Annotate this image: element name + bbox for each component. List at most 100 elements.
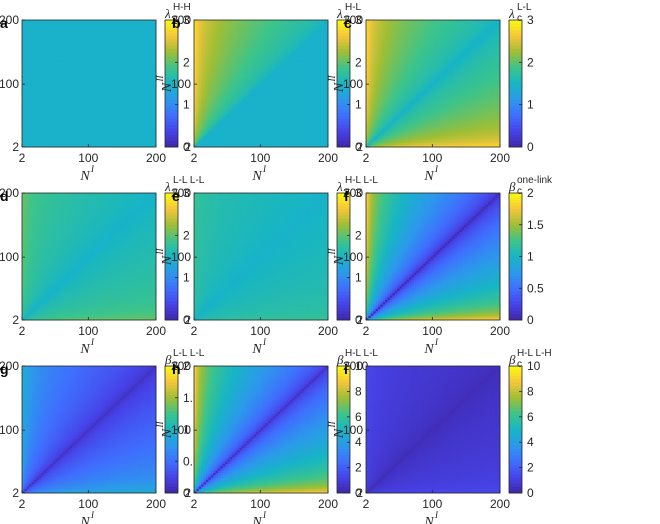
heatmap-cell <box>86 40 90 44</box>
heatmap-cell <box>225 124 228 127</box>
heatmap-cell <box>100 67 104 71</box>
heatmap-cell <box>33 131 37 134</box>
heatmap-cell <box>249 67 252 71</box>
heatmap-cell <box>134 101 138 105</box>
heatmap-cell <box>222 54 226 57</box>
heatmap-cell <box>84 58 87 62</box>
heatmap-cell <box>268 33 271 37</box>
heatmap-cell <box>251 92 255 96</box>
heatmap-cell <box>148 108 152 112</box>
heatmap-cell <box>256 56 259 59</box>
heatmap-cell <box>265 90 269 93</box>
heatmap-cell <box>43 54 47 57</box>
heatmap-cell <box>84 42 87 46</box>
heatmap-cell <box>234 83 238 87</box>
heatmap-cell <box>232 72 236 75</box>
heatmap-cell <box>136 110 140 114</box>
heatmap-cell <box>220 97 224 100</box>
heatmap-cell <box>105 60 109 64</box>
heatmap-cell <box>62 47 66 50</box>
heatmap-cell <box>229 40 233 44</box>
heatmap-cell <box>246 60 250 64</box>
heatmap-cell <box>53 110 56 114</box>
heatmap-cell <box>144 135 147 139</box>
heatmap-cell <box>213 33 216 37</box>
heatmap-cell <box>65 117 68 121</box>
heatmap-cell <box>217 88 221 91</box>
heatmap-cell <box>72 24 76 28</box>
heatmap-cell <box>108 42 111 46</box>
heatmap-cell <box>220 137 224 141</box>
heatmap-cell <box>265 83 269 87</box>
heatmap-cell <box>232 110 236 114</box>
heatmap-cell <box>79 144 83 148</box>
heatmap-cell <box>148 83 152 87</box>
heatmap-cell <box>81 47 85 50</box>
heatmap-cell <box>98 88 102 91</box>
heatmap-cell <box>48 88 52 91</box>
heatmap-cell <box>103 131 107 134</box>
heatmap-cell <box>96 103 99 107</box>
heatmap-cell <box>194 108 197 112</box>
heatmap-cell <box>132 51 135 55</box>
heatmap-cell <box>129 99 133 103</box>
heatmap-cell <box>48 142 52 146</box>
heatmap-cell <box>117 38 121 41</box>
heatmap-cell <box>229 33 233 37</box>
heatmap-cell <box>31 81 35 84</box>
heatmap-cell <box>265 33 269 37</box>
heatmap-cell <box>41 94 44 98</box>
heatmap-cell <box>268 38 271 41</box>
heatmap-cell <box>36 67 40 71</box>
heatmap-cell <box>33 115 37 118</box>
heatmap-cell <box>148 69 152 73</box>
heatmap-cell <box>22 126 25 130</box>
heatmap-cell <box>67 135 71 139</box>
heatmap-cell <box>141 128 145 132</box>
heatmap-cell <box>124 78 128 82</box>
heatmap-cell <box>74 58 78 62</box>
heatmap-cell <box>41 85 44 89</box>
heatmap-cell <box>220 56 224 59</box>
heatmap-cell <box>153 101 157 105</box>
heatmap-cell <box>22 110 25 114</box>
heatmap-cell <box>105 110 109 114</box>
heatmap-cell <box>65 144 68 148</box>
heatmap-cell <box>239 119 243 123</box>
heatmap-cell <box>103 106 107 109</box>
heatmap-cell <box>120 20 123 23</box>
heatmap-cell <box>112 124 116 127</box>
heatmap-cell <box>256 42 259 46</box>
heatmap-cell <box>72 58 76 62</box>
heatmap-cell <box>65 20 68 23</box>
heatmap-cell <box>60 135 64 139</box>
heatmap-cell <box>222 42 226 46</box>
heatmap-cell <box>57 117 61 121</box>
heatmap-cell <box>72 92 76 96</box>
heatmap-cell <box>222 90 226 93</box>
heatmap-cell <box>22 94 25 98</box>
heatmap-cell <box>43 131 47 134</box>
heatmap-cell <box>220 90 224 93</box>
heatmap-cell <box>29 103 32 107</box>
heatmap-cell <box>24 137 28 141</box>
heatmap-cell <box>261 49 264 53</box>
heatmap-cell <box>239 144 243 148</box>
heatmap-cell <box>122 44 126 48</box>
heatmap-cell <box>98 135 102 139</box>
heatmap-cell <box>96 110 99 114</box>
heatmap-cell <box>256 124 259 127</box>
heatmap-cell <box>108 51 111 55</box>
heatmap-cell <box>239 126 243 130</box>
heatmap-cell <box>98 22 102 25</box>
heatmap-cell <box>215 26 219 30</box>
heatmap-cell <box>241 99 245 103</box>
heatmap-cell <box>55 83 59 87</box>
heatmap-cell <box>215 119 219 123</box>
heatmap-cell <box>93 42 97 46</box>
heatmap-cell <box>144 103 147 107</box>
heatmap-cell <box>108 54 111 57</box>
heatmap-cell <box>91 78 95 82</box>
heatmap-cell <box>251 88 255 91</box>
heatmap-cell <box>139 124 143 127</box>
